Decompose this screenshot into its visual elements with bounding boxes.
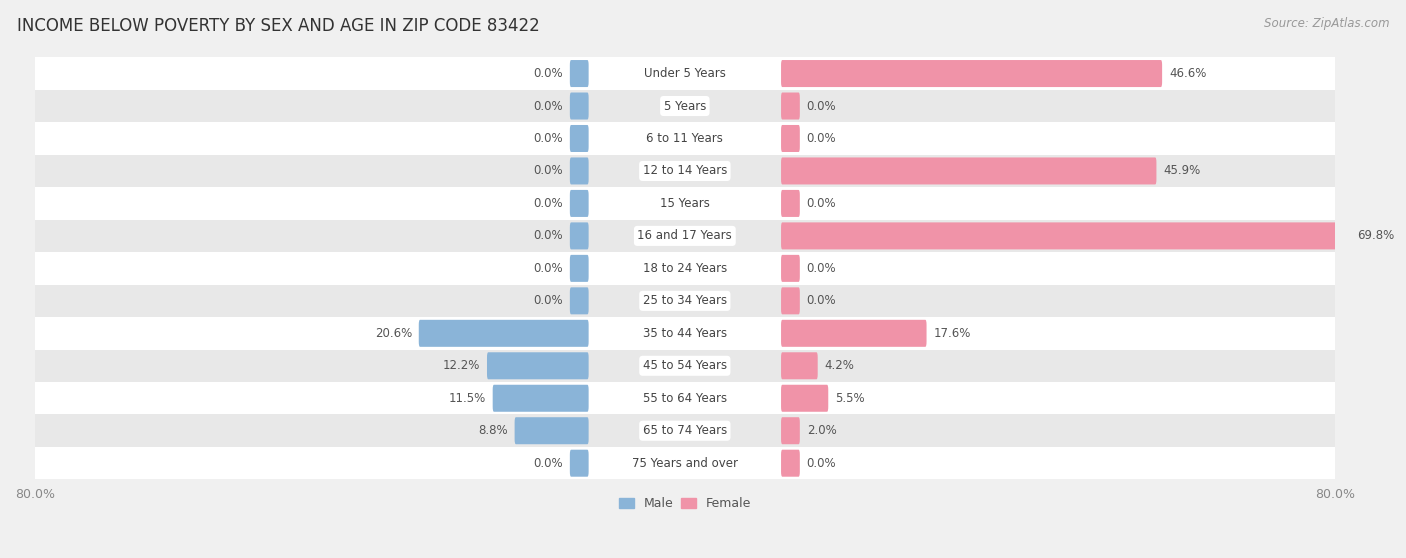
Text: 0.0%: 0.0%	[807, 294, 837, 307]
Text: Source: ZipAtlas.com: Source: ZipAtlas.com	[1264, 17, 1389, 30]
Bar	[35, 57, 1334, 90]
FancyBboxPatch shape	[569, 93, 589, 119]
FancyBboxPatch shape	[782, 255, 800, 282]
Text: 0.0%: 0.0%	[807, 197, 837, 210]
FancyBboxPatch shape	[569, 287, 589, 314]
FancyBboxPatch shape	[569, 60, 589, 87]
FancyBboxPatch shape	[782, 287, 800, 314]
FancyBboxPatch shape	[569, 255, 589, 282]
Text: 0.0%: 0.0%	[533, 165, 562, 177]
Bar	[35, 317, 1334, 349]
Text: 0.0%: 0.0%	[533, 456, 562, 470]
Text: 35 to 44 Years: 35 to 44 Years	[643, 327, 727, 340]
Text: 45.9%: 45.9%	[1163, 165, 1201, 177]
FancyBboxPatch shape	[782, 93, 800, 119]
FancyBboxPatch shape	[782, 125, 800, 152]
Bar	[35, 187, 1334, 220]
Bar	[35, 447, 1334, 479]
FancyBboxPatch shape	[782, 352, 818, 379]
Text: 45 to 54 Years: 45 to 54 Years	[643, 359, 727, 372]
FancyBboxPatch shape	[492, 385, 589, 412]
Text: 6 to 11 Years: 6 to 11 Years	[647, 132, 723, 145]
FancyBboxPatch shape	[419, 320, 589, 347]
FancyBboxPatch shape	[569, 190, 589, 217]
Text: 15 Years: 15 Years	[659, 197, 710, 210]
Text: 0.0%: 0.0%	[533, 99, 562, 113]
Text: 12 to 14 Years: 12 to 14 Years	[643, 165, 727, 177]
Text: 0.0%: 0.0%	[807, 456, 837, 470]
Bar	[35, 122, 1334, 155]
FancyBboxPatch shape	[569, 450, 589, 477]
Text: 69.8%: 69.8%	[1357, 229, 1395, 242]
Text: Under 5 Years: Under 5 Years	[644, 67, 725, 80]
Text: 25 to 34 Years: 25 to 34 Years	[643, 294, 727, 307]
Bar	[35, 252, 1334, 285]
Bar	[35, 155, 1334, 187]
Text: 0.0%: 0.0%	[533, 294, 562, 307]
FancyBboxPatch shape	[782, 385, 828, 412]
FancyBboxPatch shape	[486, 352, 589, 379]
Bar	[35, 285, 1334, 317]
Text: INCOME BELOW POVERTY BY SEX AND AGE IN ZIP CODE 83422: INCOME BELOW POVERTY BY SEX AND AGE IN Z…	[17, 17, 540, 35]
Bar	[35, 349, 1334, 382]
FancyBboxPatch shape	[569, 223, 589, 249]
FancyBboxPatch shape	[569, 157, 589, 185]
Text: 0.0%: 0.0%	[533, 197, 562, 210]
Text: 0.0%: 0.0%	[807, 99, 837, 113]
Text: 75 Years and over: 75 Years and over	[631, 456, 738, 470]
Legend: Male, Female: Male, Female	[613, 492, 756, 515]
Text: 2.0%: 2.0%	[807, 424, 837, 437]
Text: 20.6%: 20.6%	[374, 327, 412, 340]
Bar	[35, 220, 1334, 252]
Bar	[35, 382, 1334, 415]
Text: 0.0%: 0.0%	[533, 262, 562, 275]
Text: 0.0%: 0.0%	[533, 67, 562, 80]
FancyBboxPatch shape	[515, 417, 589, 444]
FancyBboxPatch shape	[782, 223, 1351, 249]
FancyBboxPatch shape	[782, 450, 800, 477]
FancyBboxPatch shape	[569, 125, 589, 152]
Text: 46.6%: 46.6%	[1168, 67, 1206, 80]
FancyBboxPatch shape	[782, 190, 800, 217]
Text: 11.5%: 11.5%	[449, 392, 486, 405]
Text: 0.0%: 0.0%	[533, 229, 562, 242]
Text: 16 and 17 Years: 16 and 17 Years	[637, 229, 733, 242]
FancyBboxPatch shape	[782, 417, 800, 444]
Text: 5 Years: 5 Years	[664, 99, 706, 113]
Text: 0.0%: 0.0%	[807, 132, 837, 145]
Text: 0.0%: 0.0%	[533, 132, 562, 145]
Text: 65 to 74 Years: 65 to 74 Years	[643, 424, 727, 437]
Text: 4.2%: 4.2%	[824, 359, 855, 372]
Text: 55 to 64 Years: 55 to 64 Years	[643, 392, 727, 405]
FancyBboxPatch shape	[782, 320, 927, 347]
Text: 5.5%: 5.5%	[835, 392, 865, 405]
Text: 0.0%: 0.0%	[807, 262, 837, 275]
Text: 18 to 24 Years: 18 to 24 Years	[643, 262, 727, 275]
FancyBboxPatch shape	[782, 60, 1163, 87]
Bar	[35, 90, 1334, 122]
Bar	[35, 415, 1334, 447]
Text: 8.8%: 8.8%	[478, 424, 508, 437]
Text: 12.2%: 12.2%	[443, 359, 479, 372]
Text: 17.6%: 17.6%	[934, 327, 970, 340]
FancyBboxPatch shape	[782, 157, 1156, 185]
